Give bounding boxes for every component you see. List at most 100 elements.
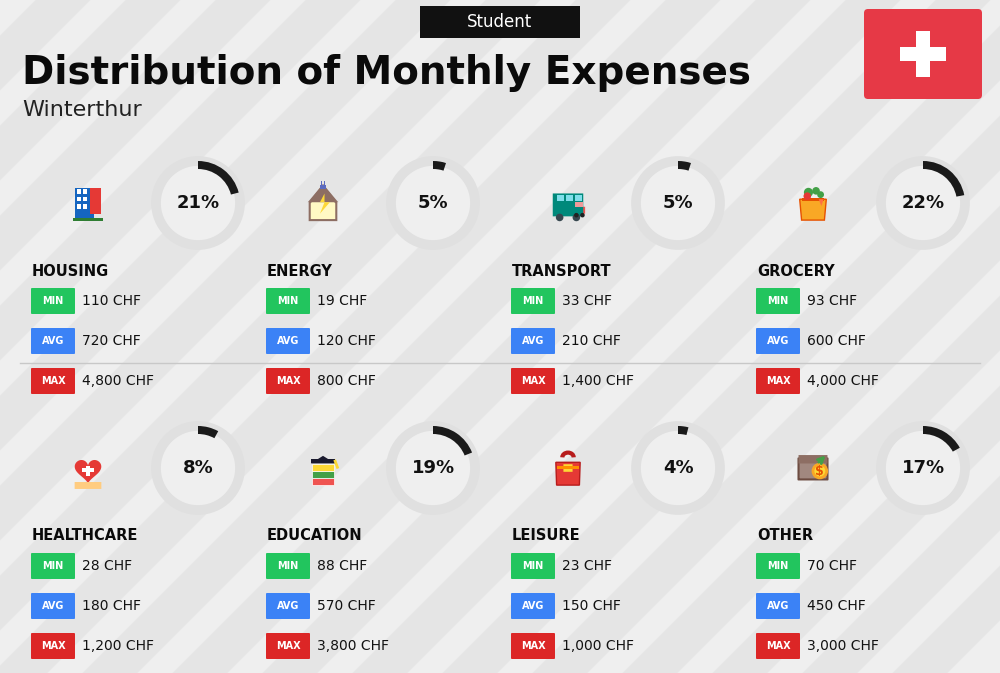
Circle shape bbox=[580, 213, 585, 217]
Text: 720 CHF: 720 CHF bbox=[82, 334, 141, 348]
FancyBboxPatch shape bbox=[511, 328, 555, 354]
Text: $: $ bbox=[815, 464, 824, 478]
Wedge shape bbox=[433, 426, 472, 456]
Bar bbox=[312, 471, 334, 478]
Text: 600 CHF: 600 CHF bbox=[807, 334, 866, 348]
Circle shape bbox=[804, 188, 813, 197]
Bar bbox=[312, 464, 334, 470]
Bar bbox=[83, 204, 87, 209]
Circle shape bbox=[156, 426, 240, 510]
FancyBboxPatch shape bbox=[756, 553, 800, 579]
Bar bbox=[82, 468, 94, 472]
Bar bbox=[77, 189, 81, 194]
Text: MAX: MAX bbox=[276, 641, 300, 651]
Text: MAX: MAX bbox=[276, 376, 300, 386]
FancyBboxPatch shape bbox=[799, 455, 827, 464]
FancyBboxPatch shape bbox=[511, 288, 555, 314]
Bar bbox=[900, 47, 946, 61]
Text: TRANSPORT: TRANSPORT bbox=[512, 264, 612, 279]
Text: HOUSING: HOUSING bbox=[32, 264, 109, 279]
Text: LEISURE: LEISURE bbox=[512, 528, 581, 544]
Text: 33 CHF: 33 CHF bbox=[562, 294, 612, 308]
FancyBboxPatch shape bbox=[31, 633, 75, 659]
Text: MIN: MIN bbox=[522, 561, 544, 571]
Circle shape bbox=[391, 426, 475, 510]
Bar bbox=[83, 189, 87, 194]
Bar bbox=[73, 218, 103, 221]
Text: MAX: MAX bbox=[521, 376, 545, 386]
Text: 19%: 19% bbox=[411, 459, 455, 477]
Bar bbox=[86, 466, 90, 476]
Text: 19 CHF: 19 CHF bbox=[317, 294, 367, 308]
Text: ENERGY: ENERGY bbox=[267, 264, 333, 279]
FancyBboxPatch shape bbox=[266, 328, 310, 354]
Text: AVG: AVG bbox=[767, 601, 789, 611]
Wedge shape bbox=[923, 161, 964, 197]
Text: 70 CHF: 70 CHF bbox=[807, 559, 857, 573]
FancyBboxPatch shape bbox=[756, 593, 800, 619]
Bar bbox=[916, 31, 930, 77]
FancyBboxPatch shape bbox=[266, 633, 310, 659]
Text: 180 CHF: 180 CHF bbox=[82, 599, 141, 613]
FancyBboxPatch shape bbox=[756, 633, 800, 659]
Text: MIN: MIN bbox=[522, 296, 544, 306]
Wedge shape bbox=[198, 426, 218, 438]
FancyBboxPatch shape bbox=[756, 328, 800, 354]
FancyBboxPatch shape bbox=[511, 553, 555, 579]
Bar bbox=[75, 188, 94, 220]
FancyBboxPatch shape bbox=[563, 464, 573, 472]
Bar bbox=[311, 459, 335, 464]
Bar bbox=[312, 479, 334, 485]
Text: AVG: AVG bbox=[277, 336, 299, 346]
Text: 3,800 CHF: 3,800 CHF bbox=[317, 639, 389, 653]
Text: 4%: 4% bbox=[663, 459, 693, 477]
Circle shape bbox=[813, 464, 827, 478]
Text: 5%: 5% bbox=[418, 194, 448, 212]
Text: 150 CHF: 150 CHF bbox=[562, 599, 621, 613]
Circle shape bbox=[881, 426, 965, 510]
Text: MIN: MIN bbox=[767, 561, 789, 571]
Text: 3,000 CHF: 3,000 CHF bbox=[807, 639, 879, 653]
Circle shape bbox=[636, 161, 720, 245]
Bar bbox=[77, 197, 81, 201]
Text: 93 CHF: 93 CHF bbox=[807, 294, 857, 308]
FancyBboxPatch shape bbox=[574, 207, 585, 213]
Text: MIN: MIN bbox=[767, 296, 789, 306]
FancyBboxPatch shape bbox=[511, 633, 555, 659]
Text: Winterthur: Winterthur bbox=[22, 100, 142, 120]
Text: MAX: MAX bbox=[41, 376, 65, 386]
Polygon shape bbox=[320, 194, 330, 213]
Text: AVG: AVG bbox=[42, 336, 64, 346]
Text: MAX: MAX bbox=[766, 641, 790, 651]
FancyBboxPatch shape bbox=[553, 193, 583, 216]
Bar bbox=[83, 197, 87, 201]
Text: AVG: AVG bbox=[767, 336, 789, 346]
Circle shape bbox=[573, 213, 580, 221]
Text: AVG: AVG bbox=[277, 601, 299, 611]
Text: OTHER: OTHER bbox=[757, 528, 813, 544]
Text: MIN: MIN bbox=[42, 296, 64, 306]
Text: 1,000 CHF: 1,000 CHF bbox=[562, 639, 634, 653]
Text: EDUCATION: EDUCATION bbox=[267, 528, 363, 544]
Text: MAX: MAX bbox=[41, 641, 65, 651]
Text: GROCERY: GROCERY bbox=[757, 264, 835, 279]
Circle shape bbox=[636, 426, 720, 510]
Text: 4,800 CHF: 4,800 CHF bbox=[82, 374, 154, 388]
FancyBboxPatch shape bbox=[31, 288, 75, 314]
Polygon shape bbox=[308, 184, 338, 203]
FancyBboxPatch shape bbox=[31, 368, 75, 394]
Text: 5%: 5% bbox=[663, 194, 693, 212]
Circle shape bbox=[556, 213, 563, 221]
Text: 4,000 CHF: 4,000 CHF bbox=[807, 374, 879, 388]
Text: AVG: AVG bbox=[42, 601, 64, 611]
Text: AVG: AVG bbox=[522, 601, 544, 611]
Bar bbox=[575, 203, 583, 207]
FancyBboxPatch shape bbox=[511, 368, 555, 394]
Circle shape bbox=[391, 161, 475, 245]
Text: 21%: 21% bbox=[176, 194, 220, 212]
Text: 800 CHF: 800 CHF bbox=[317, 374, 376, 388]
Text: 23 CHF: 23 CHF bbox=[562, 559, 612, 573]
FancyBboxPatch shape bbox=[511, 593, 555, 619]
Bar bbox=[566, 195, 573, 201]
FancyBboxPatch shape bbox=[756, 368, 800, 394]
